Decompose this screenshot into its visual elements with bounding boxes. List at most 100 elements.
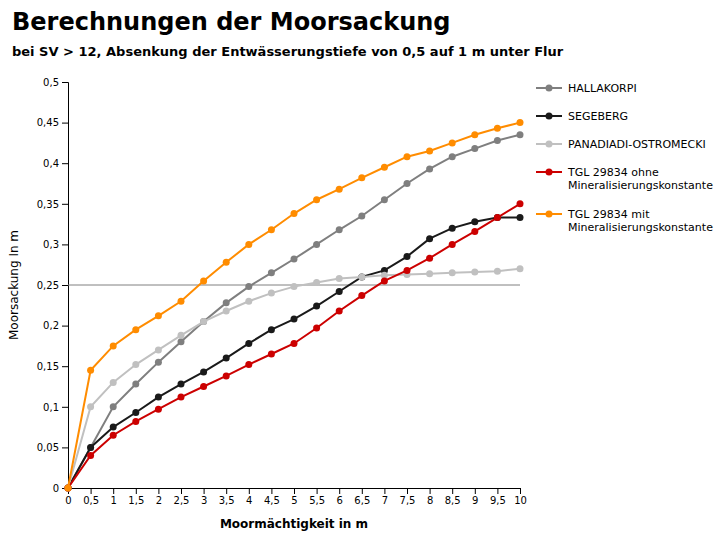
series bbox=[65, 119, 524, 491]
point bbox=[155, 312, 162, 319]
legend-label: TGL 29834 ohneMineralisierungskonstante bbox=[567, 166, 713, 192]
point bbox=[110, 379, 117, 386]
point bbox=[426, 255, 433, 262]
point bbox=[65, 485, 72, 492]
legend-marker bbox=[546, 85, 553, 92]
point bbox=[494, 137, 501, 144]
tick-label: 1 bbox=[111, 495, 117, 506]
point bbox=[313, 196, 320, 203]
point bbox=[449, 153, 456, 160]
point bbox=[155, 394, 162, 401]
legend-marker bbox=[546, 211, 553, 218]
point bbox=[245, 361, 252, 368]
tick-label: 4,5 bbox=[264, 495, 280, 506]
point bbox=[471, 131, 478, 138]
tick-label: 6 bbox=[337, 495, 343, 506]
point bbox=[268, 226, 275, 233]
point bbox=[268, 269, 275, 276]
tick-mark bbox=[62, 447, 68, 448]
tick-mark bbox=[384, 488, 385, 494]
tick: 7,5 bbox=[400, 488, 416, 506]
point bbox=[471, 228, 478, 235]
point bbox=[223, 299, 230, 306]
tick-mark bbox=[249, 488, 250, 494]
point bbox=[426, 148, 433, 155]
point bbox=[358, 174, 365, 181]
tick-mark bbox=[430, 488, 431, 494]
point bbox=[313, 325, 320, 332]
axis-line bbox=[62, 83, 69, 489]
tick-mark bbox=[91, 488, 92, 494]
tick-label: 0,5 bbox=[43, 77, 59, 88]
point bbox=[200, 318, 207, 325]
point bbox=[494, 214, 501, 221]
point bbox=[87, 444, 94, 451]
tick-mark bbox=[452, 488, 453, 494]
tick: 0,3 bbox=[43, 239, 68, 250]
point bbox=[471, 218, 478, 225]
legend-label: PANADIADI-OSTROMECKI bbox=[568, 138, 706, 151]
tick-label: 0,25 bbox=[37, 280, 59, 291]
tick: 1,5 bbox=[128, 488, 144, 506]
point bbox=[449, 139, 456, 146]
point bbox=[291, 256, 298, 263]
tick: 7 bbox=[382, 488, 388, 506]
point bbox=[87, 452, 94, 459]
tick: 0,5 bbox=[83, 488, 99, 506]
tick-mark bbox=[62, 326, 68, 327]
point bbox=[404, 153, 411, 160]
point bbox=[223, 259, 230, 266]
tick-label: 10 bbox=[514, 495, 527, 506]
tick-label: 3,5 bbox=[219, 495, 235, 506]
tick-mark bbox=[62, 204, 68, 205]
series-line bbox=[68, 218, 520, 488]
point bbox=[132, 361, 139, 368]
y-axis: 00,050,10,150,20,250,30,350,40,450,5 bbox=[37, 77, 69, 494]
subtitle: bei SV > 12, Absenkung der Entwässerungs… bbox=[12, 44, 564, 59]
point bbox=[110, 424, 117, 431]
tick-mark bbox=[339, 488, 340, 494]
tick-label: 9,5 bbox=[490, 495, 506, 506]
point bbox=[268, 290, 275, 297]
tick: 0,45 bbox=[37, 117, 68, 128]
series bbox=[65, 265, 524, 491]
point bbox=[517, 131, 524, 138]
x-axis: 00,511,522,533,544,555,566,577,588,599,5… bbox=[65, 488, 527, 506]
tick-label: 3 bbox=[201, 495, 207, 506]
tick-label: 7,5 bbox=[400, 495, 416, 506]
series-line bbox=[68, 123, 520, 488]
tick-label: 0,4 bbox=[43, 158, 59, 169]
point bbox=[517, 265, 524, 272]
tick: 10 bbox=[514, 488, 527, 506]
tick-mark bbox=[520, 488, 521, 494]
point bbox=[404, 267, 411, 274]
tick-mark bbox=[113, 488, 114, 494]
tick-label: 5 bbox=[291, 495, 297, 506]
point bbox=[87, 444, 94, 451]
point bbox=[517, 200, 524, 207]
point bbox=[132, 418, 139, 425]
tick-label: 2,5 bbox=[174, 495, 190, 506]
point bbox=[291, 210, 298, 217]
point bbox=[381, 164, 388, 171]
point bbox=[381, 277, 388, 284]
legend-item: SEGEBERG bbox=[536, 110, 628, 123]
point bbox=[155, 346, 162, 353]
tick-mark bbox=[136, 488, 137, 494]
point bbox=[245, 340, 252, 347]
point bbox=[336, 288, 343, 295]
marks bbox=[65, 119, 524, 491]
tick: 5 bbox=[291, 488, 297, 506]
point bbox=[358, 273, 365, 280]
tick: 8,5 bbox=[445, 488, 461, 506]
tick-mark bbox=[407, 488, 408, 494]
tick: 4 bbox=[246, 488, 252, 506]
legend-marker bbox=[546, 169, 553, 176]
tick-mark bbox=[497, 488, 498, 494]
point bbox=[336, 226, 343, 233]
point bbox=[65, 485, 72, 492]
tick-label: 0 bbox=[53, 483, 59, 494]
legend-item: PANADIADI-OSTROMECKI bbox=[536, 138, 706, 151]
point bbox=[426, 235, 433, 242]
point bbox=[494, 125, 501, 132]
